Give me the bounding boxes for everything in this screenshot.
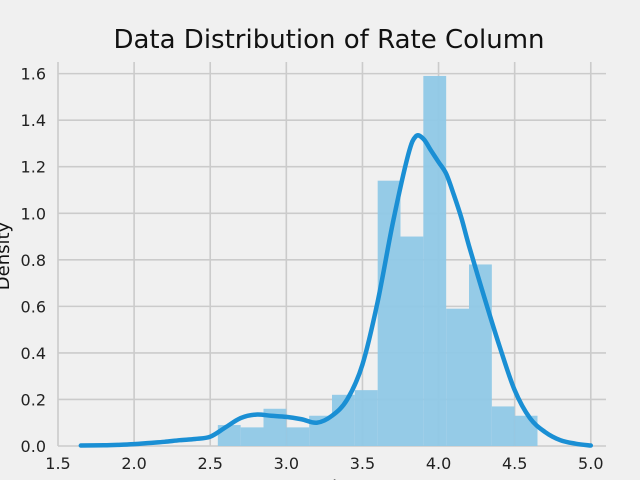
y-tick-label: 0.4	[21, 344, 46, 363]
histogram-bar	[332, 394, 355, 446]
y-axis-title: Density	[0, 221, 14, 290]
histogram-bar	[400, 236, 424, 446]
x-tick-label: 1.5	[45, 454, 70, 473]
x-tick-label: 5.0	[578, 454, 603, 473]
y-tick-label: 0.2	[21, 390, 46, 409]
y-tick-label: 0.0	[21, 437, 46, 456]
x-tick-labels: 1.5 2.0 2.5 3.0 3.5 4.0 4.5 5.0	[45, 454, 603, 473]
x-tick-label: 2.5	[197, 454, 222, 473]
y-tick-label: 1.6	[21, 65, 46, 84]
x-tick-label: 4.5	[502, 454, 527, 473]
chart-title: Data Distribution of Rate Column	[113, 25, 544, 55]
histogram-bar	[354, 390, 378, 446]
x-axis-title: rate	[314, 476, 351, 480]
x-tick-label: 2.0	[121, 454, 146, 473]
x-tick-label: 3.5	[350, 454, 375, 473]
x-tick-label: 3.0	[274, 454, 299, 473]
y-tick-label: 1.2	[21, 158, 46, 177]
histogram-bars	[217, 75, 538, 447]
histogram-bar	[446, 308, 469, 446]
grid	[57, 62, 606, 447]
x-tick-label: 4.0	[426, 454, 451, 473]
y-tick-label: 0.6	[21, 297, 46, 316]
y-tick-label: 1.0	[21, 204, 46, 223]
y-tick-labels: 0.0 0.2 0.4 0.6 0.8 1.0 1.2 1.4 1.6	[21, 65, 46, 456]
histogram-bar	[240, 427, 264, 446]
y-tick-label: 1.4	[21, 111, 46, 130]
histogram-bar	[377, 180, 401, 446]
histogram-bar	[423, 75, 447, 447]
kde-curve	[78, 133, 594, 448]
histogram-bar	[491, 406, 515, 446]
y-tick-label: 0.8	[21, 251, 46, 270]
kde-curve-group	[78, 133, 594, 448]
histogram-bar	[286, 427, 310, 446]
